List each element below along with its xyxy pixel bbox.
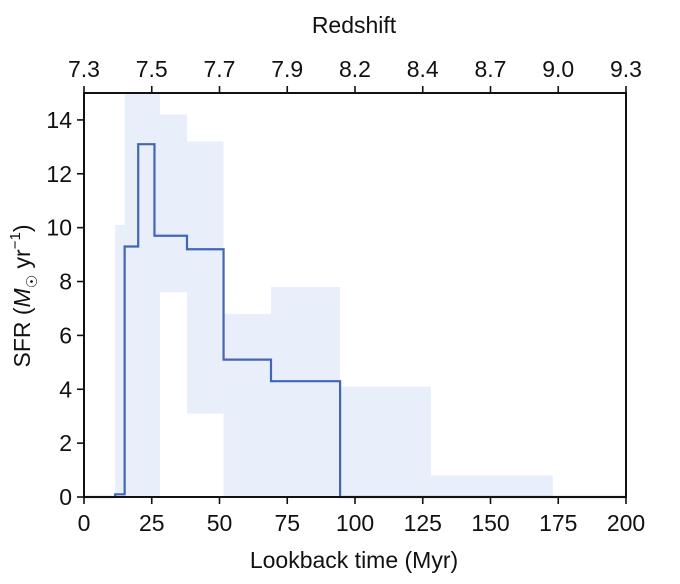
- y-tick-label: 8: [59, 269, 72, 295]
- band-bin-0: [115, 224, 125, 497]
- bottom-x-axis: 0 25 50 75 100 125 150 175 200: [78, 497, 645, 536]
- band-bin-8: [340, 386, 431, 497]
- band-bin-6: [223, 313, 271, 497]
- x-axis-title: Lookback time (Myr): [250, 547, 458, 573]
- x-tick-label: 150: [471, 510, 509, 536]
- y-tick-label: 0: [59, 484, 72, 510]
- top-axis-title: Redshift: [312, 12, 397, 38]
- band-bin-3: [154, 93, 160, 497]
- y-title-exponent: −1: [7, 232, 24, 249]
- top-tick-label: 8.2: [339, 56, 371, 82]
- y-title-prefix: SFR (: [9, 307, 35, 367]
- top-tick-label: 8.7: [475, 56, 507, 82]
- x-tick-label: 125: [404, 510, 442, 536]
- x-tick-label: 25: [139, 510, 165, 536]
- top-redshift-axis: 7.3 7.5 7.7 7.9 8.2 8.4 8.7 9.0 9.3: [68, 56, 642, 93]
- y-tick-label: 2: [59, 430, 72, 456]
- band-bin-2: [138, 93, 155, 497]
- band-bin-9: [430, 475, 553, 497]
- y-tick-label: 4: [59, 376, 72, 402]
- uncertainty-band: [115, 93, 553, 497]
- y-tick-label: 12: [46, 161, 72, 187]
- y-title-symbol: M: [9, 287, 35, 307]
- sfr-series: [84, 143, 626, 499]
- top-tick-label: 8.4: [407, 56, 439, 82]
- top-tick-label: 7.9: [271, 56, 303, 82]
- y-tick-label: 14: [46, 107, 72, 133]
- top-tick-label: 9.3: [610, 56, 642, 82]
- x-tick-label: 75: [274, 510, 300, 536]
- y-tick-label: 6: [59, 322, 72, 348]
- x-tick-label: 200: [607, 510, 645, 536]
- top-tick-label: 7.3: [68, 56, 100, 82]
- band-bin-5: [186, 141, 224, 414]
- band-bin-1: [124, 93, 139, 497]
- band-bin-4: [159, 114, 187, 293]
- left-y-axis: 0 2 4 6 8 10 12 14: [46, 107, 84, 510]
- x-tick-label: 100: [336, 510, 374, 536]
- y-title-unit: yr: [9, 249, 35, 275]
- top-tick-label: 7.7: [204, 56, 236, 82]
- sfr-step-line: [84, 143, 626, 499]
- y-title-suffix: ): [9, 224, 35, 232]
- top-tick-label: 7.5: [136, 56, 168, 82]
- band-bin-7: [270, 286, 341, 497]
- y-axis-title: SFR (M☉ yr−1): [7, 224, 41, 367]
- x-tick-label: 0: [78, 510, 91, 536]
- y-tick-label: 10: [46, 215, 72, 241]
- y-title-subscript: ☉: [24, 275, 41, 288]
- top-tick-label: 9.0: [542, 56, 574, 82]
- x-tick-label: 175: [539, 510, 577, 536]
- x-tick-label: 50: [207, 510, 233, 536]
